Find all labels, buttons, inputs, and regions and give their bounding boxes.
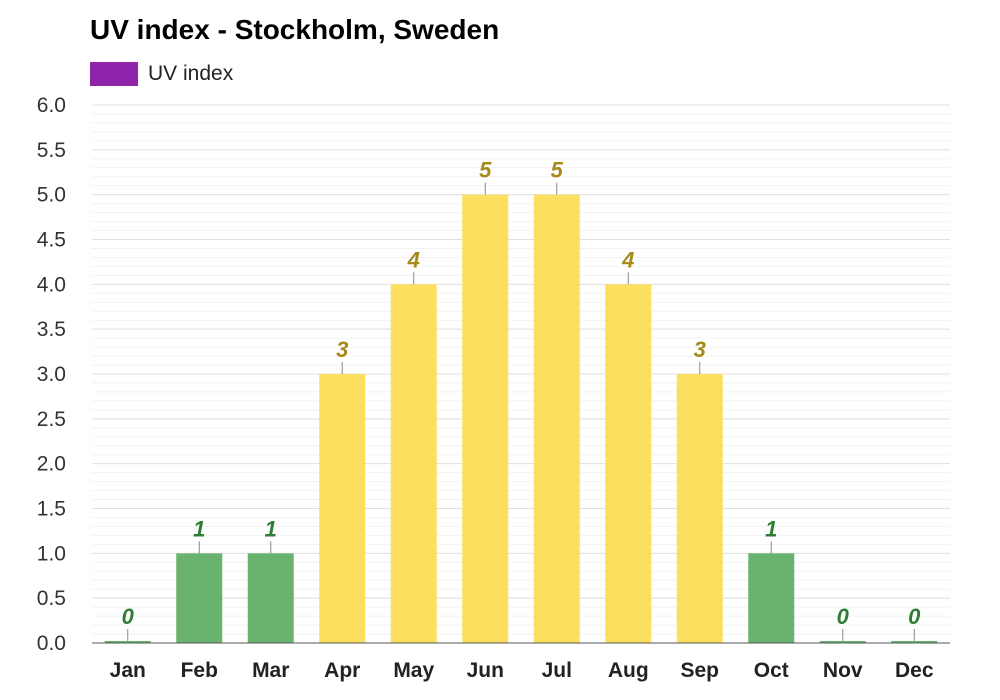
y-tick-label: 5.5 — [37, 139, 66, 162]
y-tick-label: 2.0 — [37, 453, 66, 476]
y-tick-label: 3.0 — [37, 363, 66, 386]
x-tick-label: Apr — [324, 659, 360, 682]
data-label: 0 — [122, 604, 135, 629]
x-tick-label: Jun — [467, 659, 504, 682]
bar-nov — [819, 641, 866, 643]
y-tick-label: 4.5 — [37, 229, 66, 252]
bar-mar — [247, 553, 294, 643]
x-tick-label: Oct — [754, 659, 789, 682]
bar-jul — [533, 194, 580, 643]
data-label: 3 — [694, 337, 706, 362]
bar-may — [390, 284, 437, 643]
data-label: 4 — [407, 247, 420, 272]
bar-dec — [891, 641, 938, 643]
y-tick-label: 4.0 — [37, 273, 66, 296]
x-tick-label: Dec — [895, 659, 934, 682]
bar-feb — [176, 553, 223, 643]
y-tick-label: 6.0 — [37, 94, 66, 117]
y-tick-label: 0.5 — [37, 587, 66, 610]
x-tick-label: Mar — [252, 659, 289, 682]
x-tick-label: Aug — [608, 659, 649, 682]
data-label: 4 — [621, 247, 634, 272]
bar-jan — [104, 641, 151, 643]
y-tick-label: 1.5 — [37, 498, 66, 521]
bar-jun — [462, 194, 509, 643]
data-label: 3 — [336, 337, 348, 362]
data-label: 1 — [265, 516, 277, 541]
data-label: 0 — [908, 604, 921, 629]
legend[interactable]: UV index — [90, 62, 233, 86]
y-tick-label: 3.5 — [37, 318, 66, 341]
chart-title: UV index - Stockholm, Sweden — [90, 14, 500, 45]
data-label: 0 — [837, 604, 850, 629]
x-tick-label: Nov — [823, 659, 863, 682]
bar-aug — [605, 284, 652, 643]
x-tick-label: Jul — [542, 659, 572, 682]
bar-sep — [676, 374, 723, 643]
x-tick-label: Jan — [110, 659, 146, 682]
y-tick-label: 5.0 — [37, 184, 66, 207]
y-tick-label: 1.0 — [37, 542, 66, 565]
x-tick-label: Feb — [181, 659, 218, 682]
y-tick-label: 0.0 — [37, 632, 66, 655]
x-tick-label: Sep — [680, 659, 719, 682]
legend-swatch — [90, 62, 138, 86]
bar-apr — [319, 374, 366, 643]
data-label: 1 — [193, 516, 205, 541]
data-label: 5 — [479, 158, 492, 183]
data-label: 5 — [551, 158, 564, 183]
legend-label: UV index — [148, 62, 234, 85]
x-tick-label: May — [393, 659, 434, 682]
bar-oct — [748, 553, 795, 643]
y-tick-label: 2.5 — [37, 408, 66, 431]
data-label: 1 — [765, 516, 777, 541]
